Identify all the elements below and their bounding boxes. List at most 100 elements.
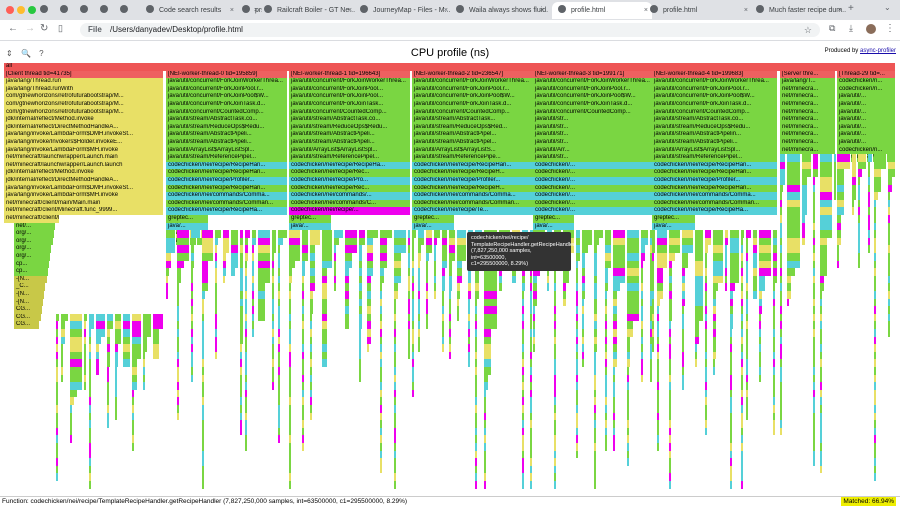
stack-frame[interactable] <box>379 329 383 337</box>
stack-frame[interactable] <box>668 374 672 383</box>
stack-frame[interactable] <box>107 359 112 367</box>
stack-frame[interactable] <box>819 321 823 329</box>
stack-frame[interactable]: codechicken/nei/recipe/Rec... <box>289 184 411 193</box>
stack-frame[interactable] <box>468 344 472 352</box>
stack-frame[interactable] <box>131 382 138 390</box>
stack-frame[interactable] <box>888 215 892 223</box>
stack-frame[interactable] <box>88 389 92 398</box>
stack-frame[interactable] <box>745 275 749 284</box>
address-bar[interactable]: File /Users/danyadev/Desktop/profile.htm… <box>80 23 820 37</box>
stack-frame[interactable] <box>758 237 772 246</box>
stack-frame[interactable] <box>594 351 598 360</box>
stack-frame[interactable] <box>657 298 662 307</box>
stack-frame[interactable] <box>176 397 180 405</box>
stack-frame[interactable] <box>819 260 828 269</box>
stack-frame[interactable] <box>88 351 93 360</box>
stack-frame[interactable] <box>302 389 306 398</box>
stack-frame[interactable] <box>694 298 705 307</box>
stack-frame[interactable] <box>457 245 468 253</box>
stack-frame[interactable] <box>251 253 255 261</box>
stack-frame[interactable] <box>245 291 249 299</box>
stack-frame[interactable] <box>772 405 776 413</box>
stack-frame[interactable] <box>582 291 587 299</box>
stack-frame[interactable] <box>222 275 226 284</box>
stack-frame[interactable] <box>812 268 816 276</box>
stack-frame[interactable] <box>612 351 618 360</box>
stack-frame[interactable] <box>554 291 558 299</box>
stack-frame[interactable] <box>529 481 533 489</box>
stack-frame[interactable] <box>529 412 533 421</box>
stack-frame[interactable] <box>230 260 239 269</box>
stack-frame[interactable] <box>418 344 422 352</box>
stack-frame[interactable] <box>780 222 783 231</box>
stack-frame[interactable] <box>251 306 255 314</box>
stack-frame[interactable] <box>780 161 787 170</box>
stack-frame[interactable] <box>345 313 350 322</box>
stack-frame[interactable] <box>745 351 749 360</box>
close-tab-icon[interactable]: × <box>229 7 234 14</box>
stack-frame[interactable] <box>449 321 453 329</box>
stack-frame[interactable] <box>176 351 180 360</box>
stack-frame[interactable] <box>529 367 533 375</box>
stack-frame[interactable] <box>682 344 686 352</box>
stack-frame[interactable] <box>780 291 783 299</box>
stack-frame[interactable] <box>214 298 218 307</box>
stack-frame[interactable] <box>668 253 677 261</box>
stack-frame[interactable] <box>394 481 398 489</box>
stack-frame[interactable] <box>321 260 333 269</box>
stack-frame[interactable] <box>604 298 608 307</box>
stack-frame[interactable] <box>626 336 632 345</box>
stack-frame[interactable]: java/util/stream/ReduceOps$Redu... <box>166 123 288 132</box>
stack-frame[interactable] <box>745 359 749 367</box>
stack-frame[interactable] <box>309 291 314 299</box>
stack-frame[interactable] <box>412 367 415 375</box>
stack-frame[interactable] <box>626 443 630 451</box>
stack-frame[interactable] <box>575 329 579 337</box>
stack-frame[interactable] <box>730 420 734 428</box>
stack-frame[interactable] <box>289 329 292 337</box>
stack-frame[interactable] <box>730 230 740 238</box>
stack-frame[interactable] <box>88 329 93 337</box>
stack-frame[interactable] <box>277 321 281 329</box>
stack-frame[interactable]: java/util/ArrayList$ArrayListSpl... <box>166 146 288 155</box>
stack-frame[interactable] <box>321 344 329 352</box>
stack-frame[interactable]: java/util/... <box>837 123 896 132</box>
tab-2[interactable] <box>60 2 78 19</box>
stack-frame[interactable] <box>529 458 533 466</box>
stack-frame[interactable] <box>874 420 878 428</box>
stack-frame[interactable] <box>412 306 415 314</box>
stack-frame[interactable] <box>302 405 306 413</box>
stack-frame[interactable] <box>740 306 744 314</box>
stack-frame[interactable] <box>668 450 672 459</box>
stack-frame[interactable] <box>730 344 734 352</box>
stack-frame[interactable] <box>240 237 245 246</box>
stack-frame[interactable] <box>682 313 686 322</box>
stack-frame[interactable] <box>333 230 345 238</box>
stack-frame[interactable] <box>271 298 275 307</box>
stack-frame[interactable] <box>640 237 650 246</box>
stack-frame[interactable] <box>612 435 616 443</box>
stack-frame[interactable] <box>753 268 758 276</box>
stack-frame[interactable] <box>652 329 655 337</box>
stack-frame[interactable] <box>240 397 244 405</box>
stack-frame[interactable] <box>345 237 358 246</box>
stack-frame[interactable] <box>394 313 398 322</box>
stack-frame[interactable] <box>705 253 709 261</box>
stack-frame[interactable]: java/util/concurrent/CountedComp... <box>412 108 534 117</box>
stack-frame[interactable] <box>521 427 525 436</box>
stack-frame[interactable] <box>83 313 88 322</box>
stack-frame[interactable] <box>745 253 750 261</box>
stack-frame[interactable] <box>70 359 83 367</box>
stack-frame[interactable] <box>652 344 655 352</box>
stack-frame[interactable] <box>772 412 776 421</box>
stack-frame[interactable] <box>358 237 367 246</box>
stack-frame[interactable] <box>888 237 892 246</box>
stack-frame[interactable]: net/minecra... <box>780 108 836 117</box>
stack-frame[interactable] <box>740 321 744 329</box>
stack-frame[interactable] <box>787 237 802 246</box>
stack-frame[interactable] <box>257 245 271 253</box>
stack-frame[interactable] <box>888 199 892 208</box>
stack-frame[interactable] <box>115 382 119 390</box>
stack-frame[interactable] <box>668 351 672 360</box>
stack-frame[interactable] <box>694 230 705 238</box>
